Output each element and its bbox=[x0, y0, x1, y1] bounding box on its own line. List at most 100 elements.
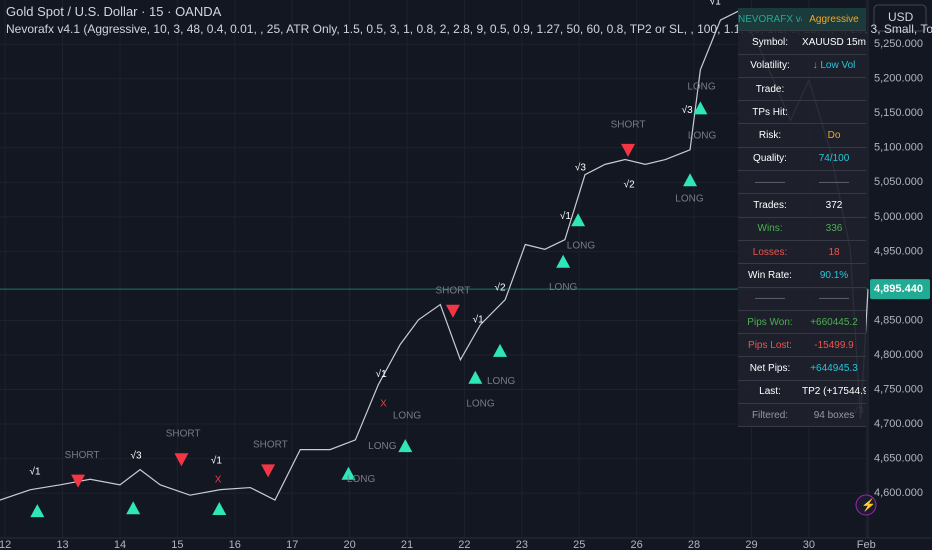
x-tick-label: 17 bbox=[286, 539, 298, 550]
chart-annotation: LONG bbox=[675, 194, 704, 205]
table-value: Do bbox=[827, 130, 841, 142]
chart-annotation: LONG bbox=[466, 399, 495, 410]
alert-icon-glyph: ⚡ bbox=[861, 498, 876, 512]
chart-annotation: LONG bbox=[549, 282, 578, 293]
table-row: ——— ——— bbox=[738, 288, 866, 311]
signal-marker bbox=[693, 101, 708, 115]
signal-marker bbox=[398, 439, 413, 453]
chart-annotation: LONG bbox=[567, 241, 596, 252]
chart-annotation: SHORT bbox=[253, 439, 288, 450]
chart-annotation: √3 bbox=[682, 104, 693, 116]
current-price-label: 4,895.440 bbox=[874, 283, 923, 295]
table-row: Quality: 74/100 bbox=[738, 148, 866, 172]
y-tick-label: 4,700.000 bbox=[874, 418, 923, 430]
y-tick-label: 5,000.000 bbox=[874, 211, 923, 223]
table-value: -15499.9 bbox=[814, 339, 854, 351]
table-label: ——— bbox=[755, 293, 785, 305]
y-tick-label: 4,750.000 bbox=[874, 383, 923, 395]
table-value: 90.1% bbox=[819, 269, 849, 281]
table-value: Aggressive bbox=[809, 13, 859, 25]
table-label: Trade: bbox=[755, 83, 785, 95]
indicator-line: Nevorafx v4.1 (Aggressive, 10, 3, 48, 0.… bbox=[6, 22, 932, 36]
y-tick-label: 5,250.000 bbox=[874, 38, 923, 50]
table-row: Trade: bbox=[738, 78, 866, 102]
table-label: Pips Lost: bbox=[748, 339, 792, 351]
price-axis bbox=[868, 0, 932, 550]
signal-marker bbox=[261, 464, 276, 478]
table-label: ——— bbox=[755, 176, 785, 188]
chart-annotation: √3 bbox=[575, 161, 586, 173]
y-tick-label: 4,600.000 bbox=[874, 487, 923, 499]
table-label: Losses: bbox=[752, 246, 788, 258]
chart-annotation: LONG bbox=[687, 82, 716, 93]
chart-annotation: LONG bbox=[487, 376, 516, 387]
signal-marker bbox=[468, 370, 483, 384]
chart-annotation: √1 bbox=[376, 368, 387, 380]
table-label: Trades: bbox=[753, 200, 787, 212]
signal-marker bbox=[571, 213, 586, 227]
signal-marker bbox=[556, 254, 571, 268]
y-tick-label: 5,050.000 bbox=[874, 176, 923, 188]
chart-annotation: SHORT bbox=[65, 450, 100, 461]
table-row: Last: TP2 (+17544.9p) bbox=[738, 381, 866, 405]
table-value: ↓ Low Vol bbox=[812, 60, 856, 72]
x-tick-label: 30 bbox=[803, 539, 815, 550]
x-tick-label: 22 bbox=[458, 539, 470, 550]
table-label: Symbol: bbox=[751, 36, 789, 48]
chart-annotation: LONG bbox=[688, 131, 717, 142]
currency-button[interactable] bbox=[873, 4, 927, 32]
chart-annotation: LONG bbox=[368, 441, 397, 452]
table-row: Volatility: ↓ Low Vol bbox=[738, 55, 866, 78]
stats-table: NEVORAFX v4.1 Aggressive Symbol: XAUUSD 15m… bbox=[738, 8, 866, 428]
table-label: Net Pips: bbox=[749, 363, 791, 375]
chart-annotation: √1 bbox=[29, 465, 40, 477]
x-tick-label: 21 bbox=[401, 539, 413, 550]
table-value: 94 boxes bbox=[813, 409, 855, 421]
y-tick-label: 4,800.000 bbox=[874, 349, 923, 361]
table-label: Filtered: bbox=[751, 409, 789, 421]
chart-annotation: X bbox=[215, 475, 222, 486]
signal-marker bbox=[341, 466, 356, 480]
x-tick-label: 29 bbox=[745, 539, 757, 550]
table-label: Pips Won: bbox=[747, 316, 793, 328]
table-row: Filtered: 94 boxes bbox=[738, 404, 866, 428]
chart-annotation: √1 bbox=[560, 210, 571, 222]
chart-annotation: √3 bbox=[131, 449, 142, 461]
x-tick-label: 25 bbox=[573, 539, 585, 550]
currency[interactable]: USD bbox=[888, 10, 914, 24]
y-tick-label: 5,200.000 bbox=[874, 73, 923, 85]
table-label: Volatility: bbox=[750, 60, 790, 72]
table-row: Wins: 336 bbox=[738, 218, 866, 241]
chart-annotation: LONG bbox=[347, 474, 376, 485]
x-tick-label: 23 bbox=[516, 539, 528, 550]
table-row: Pips Lost: -15499.9 bbox=[738, 334, 866, 358]
chart-annotation: SHORT bbox=[436, 285, 471, 296]
y-tick-label: 5,150.000 bbox=[874, 107, 923, 119]
signal-marker bbox=[493, 343, 508, 357]
table-row: Losses: 18 bbox=[738, 241, 866, 265]
chart-annotation: X bbox=[380, 399, 387, 410]
chart-annotation: √2 bbox=[494, 282, 505, 294]
signal-marker bbox=[621, 143, 636, 157]
table-label: Win Rate: bbox=[748, 269, 792, 281]
current-price-box bbox=[870, 279, 930, 300]
chart-annotation: SHORT bbox=[166, 428, 201, 439]
y-tick-label: 4,850.000 bbox=[874, 314, 923, 326]
x-tick-label: 12 bbox=[0, 539, 11, 550]
alert-icon[interactable] bbox=[855, 494, 877, 516]
y-tick-label: 5,100.000 bbox=[874, 142, 923, 154]
signal-marker bbox=[30, 504, 45, 518]
table-row: Net Pips: +644945.3 bbox=[738, 357, 866, 381]
table-row: Symbol: XAUUSD 15m bbox=[738, 31, 866, 55]
signal-marker bbox=[212, 501, 227, 515]
x-tick-label: 15 bbox=[171, 539, 183, 550]
table-value: +644945.3 bbox=[810, 363, 858, 375]
x-tick-label: 16 bbox=[229, 539, 241, 550]
chart-annotation: LONG bbox=[393, 410, 422, 421]
table-label: Last: bbox=[759, 386, 781, 398]
table-value: 372 bbox=[825, 200, 843, 212]
table-value: ——— bbox=[819, 293, 849, 305]
chart-annotation: √1 bbox=[211, 454, 222, 466]
